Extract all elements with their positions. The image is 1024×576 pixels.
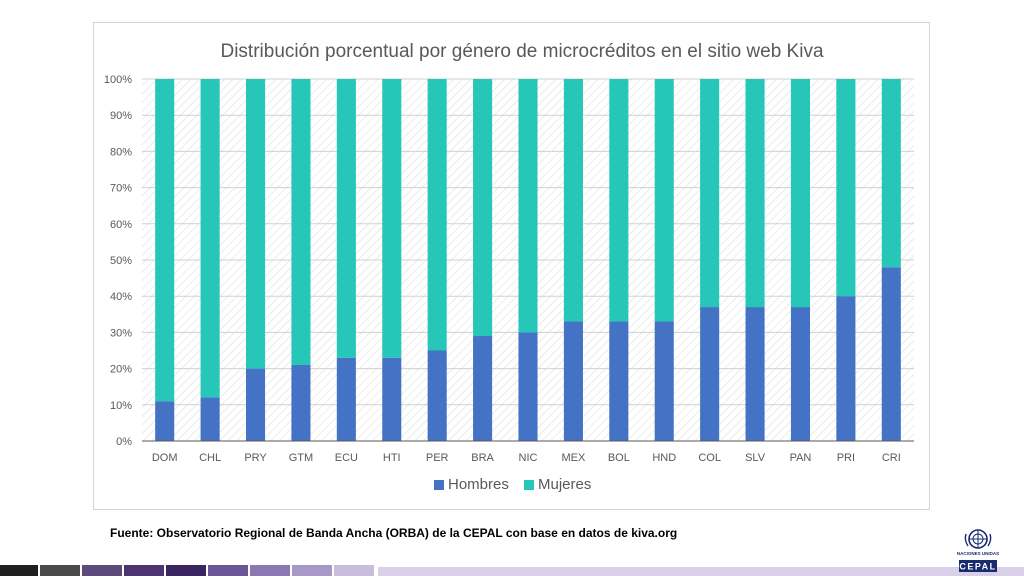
x-tick-label: BOL	[608, 452, 630, 464]
bar-mujeres	[155, 79, 175, 402]
bar-mujeres	[518, 79, 538, 333]
y-axis: 0% 10% 20% 30% 40% 50% 60% 70% 80% 90% 100%	[104, 74, 132, 448]
bar-chart: 0% 10% 20% 30% 40% 50% 60% 70% 80% 90% 100% DOM CHL…	[104, 41, 914, 493]
bar-mujeres	[654, 79, 674, 322]
x-tick-label: NIC	[519, 452, 538, 464]
x-tick-label: PRI	[837, 452, 855, 464]
footer-block	[292, 565, 332, 576]
bar-mujeres	[745, 79, 765, 308]
x-tick-label: PRY	[244, 452, 267, 464]
bar-mujeres	[382, 79, 402, 358]
source-note: Fuente: Observatorio Regional de Banda A…	[110, 526, 678, 540]
logo-acronym-background	[959, 560, 997, 572]
chart-frame: 0% 10% 20% 30% 40% 50% 60% 70% 80% 90% 100% DOM CHL…	[93, 22, 930, 510]
x-tick-label: CRI	[882, 452, 901, 464]
bar-mujeres	[790, 79, 811, 308]
bar-mujeres	[700, 79, 720, 308]
bar-hombres	[881, 267, 901, 441]
bar-mujeres	[563, 79, 583, 322]
x-axis: DOM CHL PRY GTM ECU HTI PER BRA NIC MEX BOL HND COL S…	[152, 452, 901, 464]
x-tick-label: BRA	[471, 452, 494, 464]
bar-hombres	[155, 401, 175, 441]
bar-hombres	[836, 296, 856, 441]
x-tick-label: ECU	[335, 452, 358, 464]
x-tick-label: GTM	[289, 452, 313, 464]
footer-block	[0, 565, 38, 576]
bar-mujeres	[245, 79, 266, 369]
bar-mujeres	[836, 79, 856, 297]
footer-block	[334, 565, 374, 576]
bar-hombres	[745, 307, 765, 441]
y-tick-label: 50%	[110, 255, 132, 267]
bar-mujeres	[881, 79, 901, 268]
x-tick-label: CHL	[199, 452, 221, 464]
footer-color-strip	[0, 565, 1024, 576]
y-tick-label: 20%	[110, 364, 132, 376]
y-tick-label: 60%	[110, 219, 132, 231]
legend-label-hombres: Hombres	[448, 476, 509, 493]
bar-hombres	[291, 364, 311, 441]
bar-mujeres	[291, 79, 311, 365]
bar-mujeres	[473, 79, 493, 337]
bar-hombres	[790, 307, 811, 441]
x-tick-label: HND	[652, 452, 676, 464]
logo-acronym: CEPAL	[959, 562, 996, 572]
cepal-logo: NACIONES UNIDAS CEPAL	[957, 529, 999, 572]
x-tick-label: COL	[698, 452, 721, 464]
bar-hombres	[654, 321, 674, 441]
bar-hombres	[200, 397, 220, 441]
y-tick-label: 40%	[110, 291, 132, 303]
bar-hombres	[336, 357, 356, 441]
legend-label-mujeres: Mujeres	[538, 476, 591, 493]
y-tick-label: 0%	[116, 436, 132, 448]
footer-block	[82, 565, 122, 576]
un-emblem-icon	[964, 529, 992, 549]
legend-swatch-hombres	[434, 480, 444, 490]
bars-layer	[155, 79, 901, 441]
footer-block	[40, 565, 80, 576]
footer-block	[250, 565, 290, 576]
y-tick-label: 80%	[110, 146, 132, 158]
bar-hombres	[518, 332, 538, 441]
bar-mujeres	[427, 79, 447, 351]
bar-mujeres	[336, 79, 356, 358]
footer-block	[124, 565, 164, 576]
y-tick-label: 90%	[110, 110, 132, 122]
bar-hombres	[382, 357, 402, 441]
logo-org-name: NACIONES UNIDAS	[957, 551, 999, 556]
y-tick-label: 30%	[110, 327, 132, 339]
bar-mujeres	[609, 79, 629, 322]
y-tick-label: 70%	[110, 183, 132, 195]
bar-hombres	[609, 321, 629, 441]
chart-title: Distribución porcentual por género de mi…	[220, 41, 823, 62]
legend-swatch-mujeres	[524, 480, 534, 490]
y-tick-label: 100%	[104, 74, 132, 86]
y-tick-label: 10%	[110, 400, 132, 412]
x-tick-label: SLV	[745, 452, 766, 464]
legend: Hombres Mujeres	[434, 476, 591, 493]
bar-hombres	[427, 350, 447, 441]
bar-hombres	[700, 307, 720, 441]
bar-hombres	[245, 368, 266, 441]
x-tick-label: PAN	[790, 452, 812, 464]
footer-bar	[378, 567, 1024, 576]
x-tick-label: MEX	[561, 452, 586, 464]
x-tick-label: DOM	[152, 452, 178, 464]
bar-hombres	[473, 336, 493, 441]
bar-mujeres	[200, 79, 220, 398]
bar-hombres	[563, 321, 583, 441]
footer-block	[208, 565, 248, 576]
x-tick-label: PER	[426, 452, 449, 464]
x-tick-label: HTI	[383, 452, 401, 464]
footer-block	[166, 565, 206, 576]
